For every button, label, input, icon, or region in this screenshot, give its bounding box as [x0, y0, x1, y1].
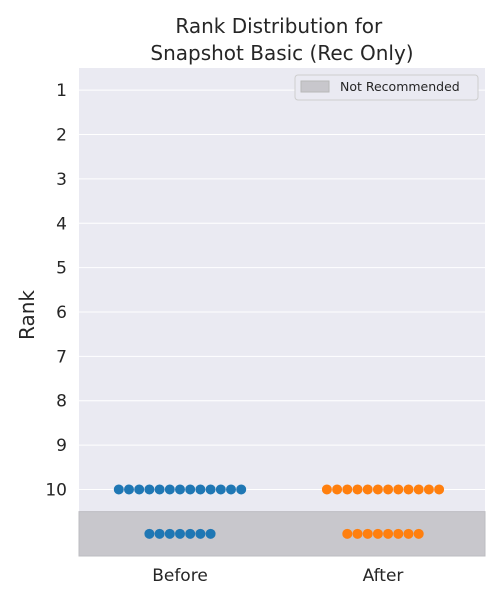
data-point-after-rank-11 — [362, 528, 373, 539]
y-tick-labels: 1 2 3 4 5 6 7 8 9 10 — [45, 81, 67, 500]
y-tick-label-6: 6 — [56, 303, 67, 323]
data-point-after-rank-11 — [352, 528, 363, 539]
data-point-before-rank-11 — [205, 528, 216, 539]
data-point-after-rank-10 — [352, 484, 363, 495]
data-point-after-rank-11 — [342, 528, 353, 539]
data-point-after-rank-10 — [434, 484, 445, 495]
y-tick-label-4: 4 — [56, 214, 67, 234]
data-point-before-rank-10 — [205, 484, 216, 495]
data-point-before-rank-10 — [124, 484, 134, 495]
data-point-after-rank-10 — [342, 484, 353, 495]
legend-box — [294, 74, 479, 101]
data-point-before-rank-11 — [195, 528, 206, 539]
data-point-before-rank-10 — [164, 484, 175, 495]
y-tick-label-10: 10 — [45, 480, 67, 500]
y-tick-label-3: 3 — [56, 170, 67, 190]
data-point-before-rank-10 — [154, 484, 165, 495]
y-tick-label-1: 1 — [56, 81, 67, 101]
data-point-after-rank-10 — [321, 484, 332, 495]
data-point-before-rank-10 — [175, 484, 185, 495]
data-point-after-rank-10 — [423, 484, 434, 495]
data-point-before-rank-10 — [215, 484, 226, 495]
data-point-after-rank-10 — [403, 484, 414, 495]
data-point-after-rank-11 — [393, 528, 404, 539]
legend-patch-not-recommended — [300, 80, 330, 93]
data-point-before-rank-10 — [185, 484, 196, 495]
data-point-after-rank-11 — [372, 528, 383, 539]
y-tick-label-8: 8 — [56, 392, 67, 412]
data-point-after-rank-10 — [372, 484, 383, 495]
data-point-before-rank-11 — [175, 528, 185, 539]
data-point-after-rank-10 — [413, 484, 424, 495]
data-point-before-rank-10 — [144, 484, 155, 495]
data-point-after-rank-11 — [413, 528, 424, 539]
data-point-after-rank-10 — [362, 484, 373, 495]
data-point-after-rank-10 — [332, 484, 343, 495]
legend: Not Recommended — [294, 74, 479, 101]
chart-title-line-1: Rank Distribution for — [175, 14, 383, 38]
chart-title-line-2: Snapshot Basic (Rec Only) — [150, 41, 413, 65]
x-tick-labels: Before After — [152, 566, 403, 586]
data-point-after-rank-11 — [383, 528, 394, 539]
data-point-before-rank-11 — [144, 528, 155, 539]
y-tick-label-5: 5 — [56, 259, 67, 279]
data-point-before-rank-10 — [134, 484, 145, 495]
y-tick-label-2: 2 — [56, 126, 67, 146]
not-recommended-region — [78, 511, 486, 557]
data-points — [113, 484, 445, 539]
y-tick-label-7: 7 — [56, 347, 67, 367]
data-point-before-rank-11 — [185, 528, 196, 539]
x-tick-label-after: After — [363, 566, 404, 586]
data-point-after-rank-10 — [393, 484, 404, 495]
data-point-before-rank-10 — [113, 484, 124, 495]
data-point-before-rank-11 — [164, 528, 175, 539]
x-tick-label-before: Before — [152, 566, 208, 586]
data-point-after-rank-11 — [403, 528, 414, 539]
data-point-before-rank-10 — [195, 484, 206, 495]
data-point-before-rank-10 — [236, 484, 247, 495]
y-axis-label: Rank — [15, 290, 39, 340]
chart-title: Rank Distribution for Snapshot Basic (Re… — [150, 14, 413, 65]
y-tick-label-9: 9 — [56, 436, 67, 456]
legend-label-not-recommended: Not Recommended — [340, 79, 460, 94]
data-point-before-rank-10 — [226, 484, 236, 495]
data-point-before-rank-11 — [154, 528, 165, 539]
data-point-after-rank-10 — [383, 484, 394, 495]
